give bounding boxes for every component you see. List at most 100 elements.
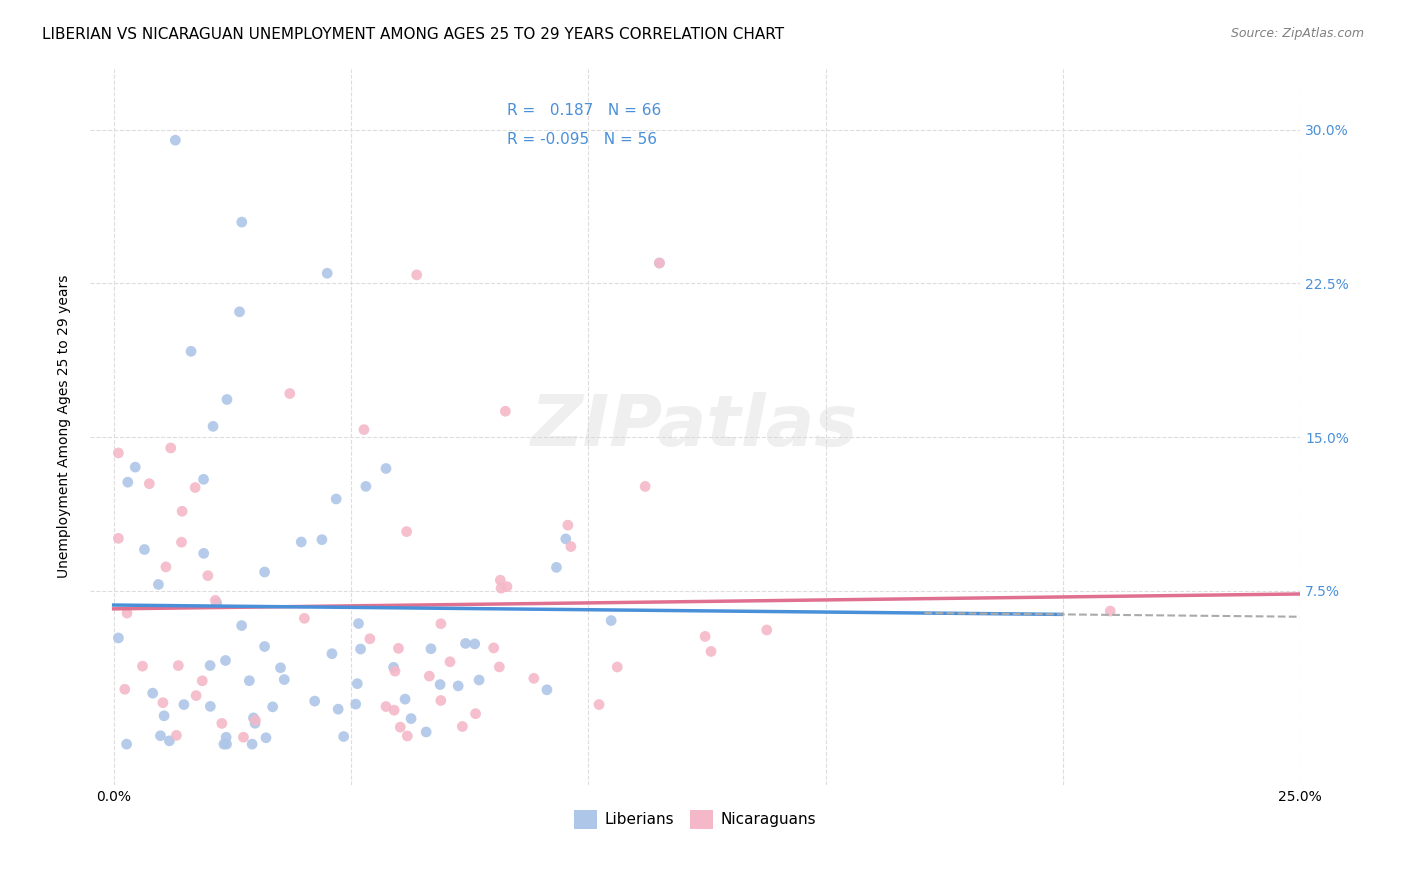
- Point: [418, 669, 440, 683]
- Point: [546, 560, 568, 574]
- Point: [193, 472, 215, 486]
- Point: [148, 577, 170, 591]
- Point: [198, 658, 221, 673]
- Point: [205, 596, 228, 610]
- Point: [262, 699, 284, 714]
- Point: [536, 682, 558, 697]
- Point: [560, 540, 582, 554]
- Point: [278, 386, 301, 401]
- Point: [153, 708, 176, 723]
- Text: LIBERIAN VS NICARAGUAN UNEMPLOYMENT AMONG AGES 25 TO 29 YEARS CORRELATION CHART: LIBERIAN VS NICARAGUAN UNEMPLOYMENT AMON…: [42, 27, 785, 42]
- Point: [170, 535, 193, 549]
- Point: [290, 535, 312, 549]
- Point: [439, 655, 461, 669]
- Point: [588, 698, 610, 712]
- Point: [254, 731, 277, 745]
- Point: [394, 692, 416, 706]
- Point: [214, 653, 236, 667]
- Point: [159, 441, 181, 455]
- Point: [389, 720, 412, 734]
- Point: [464, 706, 486, 721]
- Point: [228, 305, 250, 319]
- Point: [117, 475, 139, 490]
- Point: [242, 711, 264, 725]
- Point: [193, 546, 215, 560]
- Point: [447, 679, 470, 693]
- Point: [131, 659, 153, 673]
- Point: [359, 632, 381, 646]
- Point: [344, 697, 367, 711]
- Point: [152, 696, 174, 710]
- Point: [253, 565, 276, 579]
- Point: [270, 661, 292, 675]
- Point: [606, 660, 628, 674]
- Point: [489, 581, 512, 595]
- Point: [157, 734, 180, 748]
- Point: [384, 664, 406, 678]
- Point: [557, 518, 579, 533]
- Point: [451, 719, 474, 733]
- Legend: Liberians, Nicaraguans: Liberians, Nicaraguans: [568, 804, 823, 835]
- Point: [191, 673, 214, 688]
- Point: [375, 461, 398, 475]
- Point: [202, 419, 225, 434]
- Point: [155, 560, 177, 574]
- Point: [243, 716, 266, 731]
- Point: [489, 573, 512, 587]
- Point: [215, 731, 238, 745]
- Point: [114, 682, 136, 697]
- Point: [107, 631, 129, 645]
- Point: [180, 344, 202, 359]
- Point: [321, 647, 343, 661]
- Point: [346, 676, 368, 690]
- Point: [430, 616, 453, 631]
- Point: [138, 476, 160, 491]
- Point: [353, 423, 375, 437]
- Point: [273, 673, 295, 687]
- Point: [332, 730, 354, 744]
- Point: [165, 728, 187, 742]
- Point: [496, 580, 519, 594]
- Point: [215, 737, 238, 751]
- Point: [700, 644, 723, 658]
- Point: [115, 737, 138, 751]
- Point: [405, 268, 427, 282]
- Point: [245, 713, 267, 727]
- Point: [349, 642, 371, 657]
- Point: [165, 133, 187, 147]
- Text: R = -0.095   N = 56: R = -0.095 N = 56: [508, 132, 658, 147]
- Point: [395, 524, 418, 539]
- Y-axis label: Unemployment Among Ages 25 to 29 years: Unemployment Among Ages 25 to 29 years: [58, 275, 72, 579]
- Point: [415, 725, 437, 739]
- Point: [311, 533, 333, 547]
- Point: [648, 256, 671, 270]
- Point: [454, 636, 477, 650]
- Point: [488, 660, 510, 674]
- Point: [468, 673, 491, 687]
- Point: [107, 532, 129, 546]
- Point: [382, 703, 405, 717]
- Point: [420, 641, 443, 656]
- Point: [215, 392, 238, 407]
- Text: Source: ZipAtlas.com: Source: ZipAtlas.com: [1230, 27, 1364, 40]
- Point: [232, 730, 254, 744]
- Point: [124, 460, 146, 475]
- Point: [648, 256, 671, 270]
- Point: [316, 266, 339, 280]
- Point: [231, 215, 253, 229]
- Point: [429, 677, 451, 691]
- Point: [328, 702, 350, 716]
- Point: [430, 693, 453, 707]
- Point: [173, 698, 195, 712]
- Point: [354, 479, 377, 493]
- Point: [1099, 604, 1122, 618]
- Point: [382, 660, 405, 674]
- Point: [755, 623, 778, 637]
- Point: [115, 606, 138, 620]
- Point: [304, 694, 326, 708]
- Point: [634, 479, 657, 493]
- Point: [554, 532, 576, 546]
- Point: [240, 737, 263, 751]
- Point: [387, 641, 409, 656]
- Point: [184, 481, 207, 495]
